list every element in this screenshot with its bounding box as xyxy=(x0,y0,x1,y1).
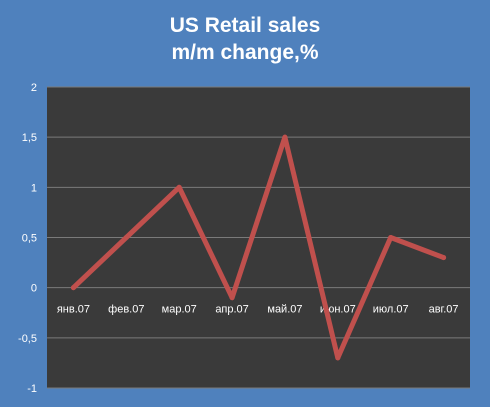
y-tick-label: 0 xyxy=(31,283,37,295)
x-tick-label: май.07 xyxy=(267,304,302,316)
data-point xyxy=(123,235,129,240)
chart-title-line-2: m/m change,% xyxy=(171,41,319,64)
y-tick-label: 2 xyxy=(31,82,37,94)
series-line xyxy=(70,134,447,361)
data-point xyxy=(388,235,394,240)
data-point xyxy=(229,295,235,301)
x-tick-label: июл.07 xyxy=(373,304,409,316)
chart-title: US Retail sales m/m change,% xyxy=(0,12,490,66)
data-point xyxy=(176,184,182,190)
x-tick-label: янв.07 xyxy=(57,304,90,316)
data-point xyxy=(441,255,447,261)
y-tick-label: 1 xyxy=(31,182,37,194)
y-tick-label: 0,5 xyxy=(22,233,37,245)
data-point xyxy=(70,285,76,291)
y-tick-label: 1,5 xyxy=(22,132,37,144)
y-tick-label: -0,5 xyxy=(18,333,37,345)
x-tick-label: мар.07 xyxy=(162,304,197,316)
chart-title-line-1: US Retail sales xyxy=(169,14,321,37)
y-tick-label: -1 xyxy=(27,383,37,395)
data-point xyxy=(335,355,341,361)
data-point xyxy=(282,134,288,140)
x-tick-label: апр.07 xyxy=(215,304,248,316)
x-tick-label: фев.07 xyxy=(108,304,144,316)
x-tick-label: авг.07 xyxy=(429,304,459,316)
